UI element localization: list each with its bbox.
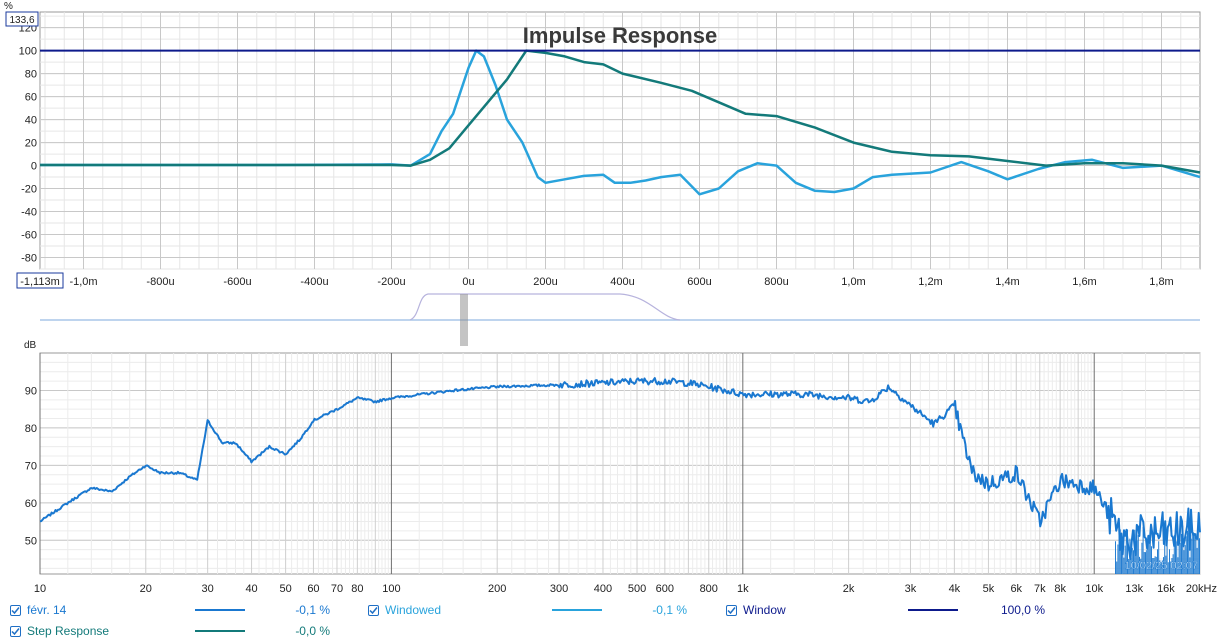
x-tick-label: 200u — [533, 276, 557, 288]
y-unit-label: % — [4, 1, 13, 12]
x-tick-label: 20kHz — [1186, 583, 1217, 595]
impulse-plot-area — [39, 11, 1201, 270]
legend-swatch — [195, 630, 245, 632]
legend-label: Windowed — [385, 603, 442, 617]
x-tick-label: 100 — [382, 583, 400, 595]
x-min-label: -1,113m — [20, 276, 60, 288]
timestamp-label: 10/02/25 02:07 — [1125, 560, 1198, 572]
x-tick-label: 800u — [764, 276, 788, 288]
x-tick-label: 4k — [949, 583, 961, 595]
checkbox-icon[interactable] — [10, 625, 21, 637]
x-tick-label: 20 — [140, 583, 152, 595]
x-tick-label: 1k — [737, 583, 749, 595]
x-min-box — [16, 272, 64, 289]
y-tick-label: -80 — [21, 253, 37, 265]
y-tick-label: 100 — [19, 46, 37, 58]
legend-item-fevr14[interactable]: févr. 14 — [10, 600, 66, 620]
x-tick-label: 2k — [843, 583, 855, 595]
x-tick-label: 7k — [1034, 583, 1046, 595]
legend-item-window[interactable]: Window — [726, 600, 786, 620]
x-tick-label: 1,0m — [841, 276, 865, 288]
series-line-step-response — [40, 49, 1201, 174]
y-tick-label: -20 — [21, 184, 37, 196]
x-tick-label: 0u — [462, 276, 474, 288]
x-tick-label: 200 — [488, 583, 506, 595]
x-tick-label: 1,8m — [1149, 276, 1173, 288]
x-tick-label: 400u — [610, 276, 634, 288]
x-tick-label: -600u — [223, 276, 251, 288]
x-tick-label: -800u — [146, 276, 174, 288]
legend-swatch — [195, 609, 245, 611]
legend-label: févr. 14 — [27, 603, 67, 617]
x-tick-label: 16k — [1157, 583, 1175, 595]
x-tick-label: 60 — [307, 583, 319, 595]
x-tick-label: 30 — [202, 583, 214, 595]
x-tick-label: 50 — [279, 583, 291, 595]
window-shape — [409, 293, 681, 321]
y-tick-label: -40 — [21, 207, 37, 219]
x-tick-label: 800 — [700, 583, 718, 595]
legend-item-step-response[interactable]: Step Response — [10, 621, 109, 641]
x-tick-label: 5k — [983, 583, 995, 595]
legend-label: Window — [743, 603, 786, 617]
x-tick-label: -400u — [300, 276, 328, 288]
series-line-fevr-14 — [39, 377, 1201, 560]
hf-noise-fill — [1115, 525, 1200, 574]
y-tick-label: 40 — [25, 115, 37, 127]
x-tick-label: 1,2m — [918, 276, 942, 288]
y-max-box — [5, 11, 39, 27]
x-tick-label: 300 — [550, 583, 568, 595]
x-tick-label: 10k — [1085, 583, 1103, 595]
legend-swatch — [908, 609, 958, 611]
x-tick-label: 3k — [905, 583, 917, 595]
legend-item-windowed[interactable]: Windowed — [368, 600, 441, 620]
y-tick-label: 0 — [31, 161, 37, 173]
x-tick-label: 500 — [628, 583, 646, 595]
x-tick-label: 8k — [1054, 583, 1066, 595]
x-tick-label: 600u — [687, 276, 711, 288]
fr-plot-area — [39, 352, 1201, 575]
y-tick-label: -60 — [21, 230, 37, 242]
y-tick-label: 80 — [25, 423, 37, 435]
y-tick-label: 60 — [25, 92, 37, 104]
x-tick-label: 80 — [351, 583, 363, 595]
y-tick-label: 80 — [25, 69, 37, 81]
checkbox-icon[interactable] — [10, 604, 21, 616]
chart-title: Impulse Response — [523, 23, 717, 48]
series-line-windowed — [40, 49, 1201, 196]
legend-row-1: févr. 14 -0,1 % Windowed -0,1 % Window 1… — [0, 600, 1221, 620]
checkbox-icon[interactable] — [726, 604, 737, 616]
x-tick-label: -1,0m — [69, 276, 97, 288]
y-tick-label: 20 — [25, 138, 37, 150]
x-tick-label: 40 — [245, 583, 257, 595]
legend-row-2: Step Response -0,0 % — [0, 621, 1221, 641]
y-tick-label: 50 — [25, 535, 37, 547]
x-tick-label: 10 — [34, 583, 46, 595]
x-tick-label: 600 — [656, 583, 674, 595]
x-tick-label: 400 — [594, 583, 612, 595]
x-tick-label: 13k — [1125, 583, 1143, 595]
x-tick-label: 6k — [1010, 583, 1022, 595]
x-tick-label: 1,6m — [1072, 276, 1096, 288]
legend-swatch — [552, 609, 602, 611]
legend-value: -0,1 % — [295, 603, 330, 617]
checkbox-icon[interactable] — [368, 604, 379, 616]
y-tick-label: 70 — [25, 460, 37, 472]
x-tick-label: 70 — [331, 583, 343, 595]
y-tick-label: 60 — [25, 498, 37, 510]
legend-value: -0,1 % — [652, 603, 687, 617]
y-tick-label: 90 — [25, 385, 37, 397]
y-max-label: 133,6 — [9, 15, 34, 26]
legend-label: Step Response — [27, 624, 110, 638]
x-tick-label: 1,4m — [995, 276, 1019, 288]
legend-value: 100,0 % — [1000, 603, 1045, 617]
legend-value: -0,0 % — [295, 624, 330, 638]
y-unit-label: dB — [24, 340, 37, 351]
x-tick-label: -200u — [377, 276, 405, 288]
